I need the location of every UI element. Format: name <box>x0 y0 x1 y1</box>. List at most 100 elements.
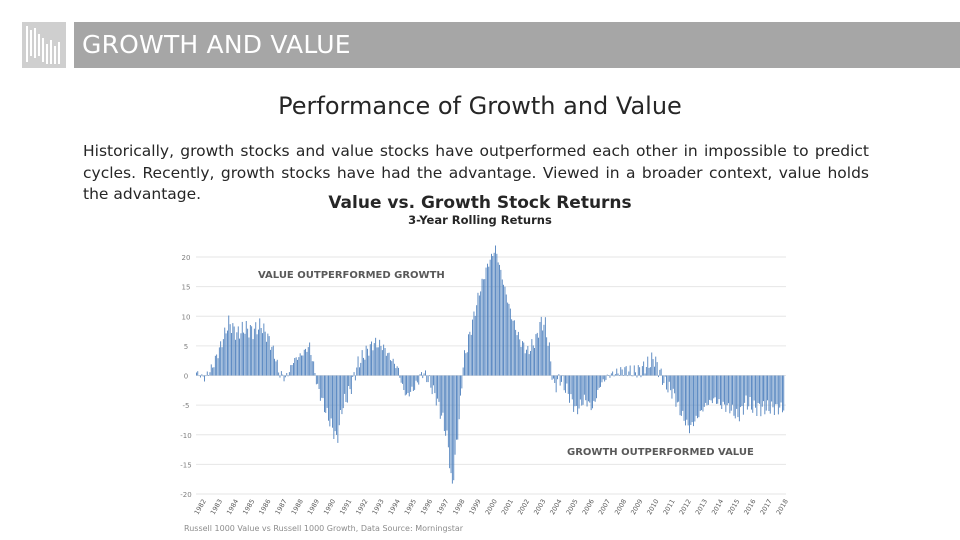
chart-bar <box>695 375 697 416</box>
chart-bar <box>675 375 677 407</box>
chart-bar <box>623 375 624 376</box>
chart-bar <box>227 330 228 376</box>
x-tick-label: 2003 <box>532 498 547 516</box>
chart-bar <box>252 339 254 376</box>
chart-bar <box>508 303 510 376</box>
chart-bar <box>468 334 469 376</box>
chart-bar <box>438 375 440 402</box>
chart-bar <box>683 375 685 421</box>
chart-bar <box>495 245 496 376</box>
chart-bar <box>782 375 783 413</box>
chart-bar <box>585 375 587 401</box>
chart-bar <box>625 366 627 376</box>
chart-bar <box>733 375 735 416</box>
chart-bar <box>679 375 681 416</box>
chart-bar <box>763 375 764 402</box>
chart-bar <box>412 375 414 391</box>
chart-bar <box>204 375 205 382</box>
x-tick-label: 2014 <box>710 498 725 516</box>
chart-bar <box>749 375 751 397</box>
chart-bar <box>326 375 328 408</box>
chart-bar <box>601 375 603 383</box>
chart-bar <box>286 373 288 376</box>
x-tick-label: 2013 <box>694 498 709 516</box>
chart-bar <box>765 375 767 411</box>
chart-bar <box>697 375 698 419</box>
chart-bar <box>567 375 569 394</box>
chart-bar <box>648 367 650 376</box>
chart-bar <box>426 375 428 383</box>
chart-bar <box>377 347 379 376</box>
chart-bar <box>435 375 437 406</box>
chart-bar <box>667 375 669 393</box>
chart-bar <box>214 355 216 376</box>
chart-bar <box>325 375 327 413</box>
chart-bar <box>586 375 588 407</box>
chart-bar <box>402 375 403 384</box>
y-tick-label: 0 <box>184 373 188 381</box>
y-tick-label: 5 <box>184 343 188 351</box>
chart-bar <box>780 375 782 403</box>
y-tick-label: -15 <box>180 461 191 469</box>
chart-bar <box>259 318 261 376</box>
x-tick-label: 1986 <box>257 498 272 516</box>
chart-bar <box>736 375 738 409</box>
chart-bar <box>737 375 739 418</box>
chart-bar <box>357 356 359 376</box>
chart-bar <box>270 349 271 376</box>
chart-bar <box>571 375 573 400</box>
chart-bar <box>477 292 479 376</box>
chart-bar <box>748 375 750 407</box>
chart-bar <box>489 259 491 376</box>
x-tick-label: 1991 <box>338 498 353 516</box>
chart-bar <box>530 351 531 376</box>
chart-bar <box>453 375 455 481</box>
chart-bar <box>367 348 368 376</box>
chart-bar <box>620 367 622 376</box>
chart-x-ticks: 1982 1983 1984 1985 1986 1987 1988 1989 1990 1991… <box>193 498 790 516</box>
chart-bar <box>220 341 222 376</box>
chart-bar <box>690 375 692 425</box>
chart-bar <box>231 333 232 376</box>
chart-bar <box>439 375 441 419</box>
chart-bar <box>488 266 490 376</box>
chart-bar <box>767 375 768 401</box>
chart-bar <box>574 375 576 407</box>
chart-bar <box>243 332 244 376</box>
chart-bar <box>592 375 593 409</box>
chart-bar <box>371 341 372 376</box>
chart-bar <box>496 253 498 376</box>
x-tick-label: 1989 <box>306 498 321 516</box>
chart-bar <box>197 371 199 376</box>
x-tick-label: 1987 <box>274 498 289 516</box>
chart-bar <box>579 375 581 400</box>
chart-bar <box>540 316 542 376</box>
chart-bar <box>434 375 436 394</box>
chart-bar <box>647 356 649 376</box>
chart-bar <box>423 373 425 376</box>
y-tick-label: 15 <box>182 284 191 292</box>
chart-bar <box>644 373 646 376</box>
chart-bar <box>709 375 711 400</box>
x-tick-label: 1992 <box>354 498 369 516</box>
chart-bar <box>282 374 284 376</box>
chart-bar <box>198 375 200 377</box>
chart-bar <box>588 375 589 402</box>
chart-bar <box>776 375 778 405</box>
chart-bar <box>206 371 208 376</box>
chart-bar <box>547 345 549 376</box>
chart-bar <box>317 375 319 384</box>
chart-bar <box>524 353 526 376</box>
chart-bar <box>235 339 236 376</box>
chart-bar <box>271 346 273 376</box>
chart-bar <box>577 375 579 415</box>
chart-bar <box>451 375 453 484</box>
chart-bar <box>422 375 424 379</box>
chart-bar <box>771 375 773 402</box>
x-tick-label: 2000 <box>484 498 499 516</box>
chart-bar <box>476 305 478 376</box>
chart-bar <box>244 333 246 376</box>
x-tick-label: 2009 <box>629 498 644 516</box>
chart-bar <box>554 375 556 383</box>
